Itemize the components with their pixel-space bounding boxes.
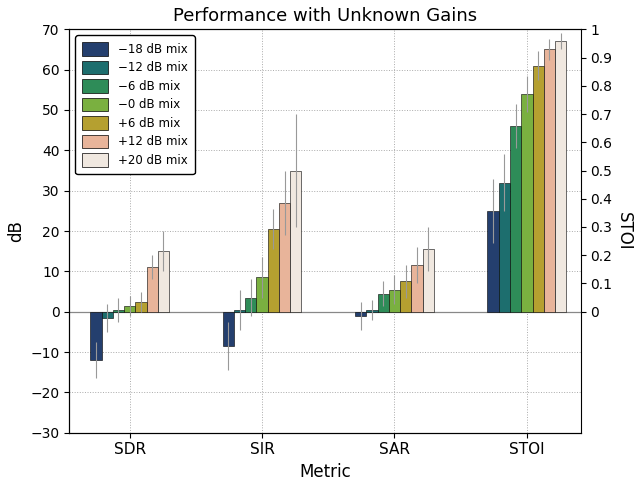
Bar — [113, 310, 124, 312]
Bar — [499, 183, 510, 312]
Title: Performance with Unknown Gains: Performance with Unknown Gains — [173, 7, 477, 25]
Bar — [135, 302, 147, 312]
Bar — [279, 203, 290, 312]
Bar — [245, 298, 257, 312]
Bar — [400, 282, 412, 312]
Bar — [488, 211, 499, 312]
Bar — [532, 65, 544, 312]
Bar — [544, 49, 555, 312]
Bar — [90, 312, 102, 360]
Bar — [234, 310, 245, 312]
Bar — [412, 265, 422, 312]
Legend: −18 dB mix, −12 dB mix, −6 dB mix, −0 dB mix, +6 dB mix, +12 dB mix, +20 dB mix: −18 dB mix, −12 dB mix, −6 dB mix, −0 dB… — [76, 35, 195, 174]
Bar — [355, 312, 366, 316]
Bar — [389, 289, 400, 312]
Bar — [378, 294, 389, 312]
Bar — [147, 267, 158, 312]
Bar — [158, 251, 169, 312]
Bar — [268, 229, 279, 312]
Bar — [555, 41, 566, 312]
Y-axis label: STOI: STOI — [615, 212, 633, 250]
Bar — [422, 249, 434, 312]
Bar — [124, 305, 135, 312]
Y-axis label: dB: dB — [7, 220, 25, 242]
Bar — [366, 310, 378, 312]
X-axis label: Metric: Metric — [299, 463, 351, 481]
Bar — [257, 278, 268, 312]
Bar — [521, 94, 532, 312]
Bar — [290, 170, 301, 312]
Bar — [510, 126, 521, 312]
Bar — [223, 312, 234, 346]
Bar — [102, 312, 113, 318]
